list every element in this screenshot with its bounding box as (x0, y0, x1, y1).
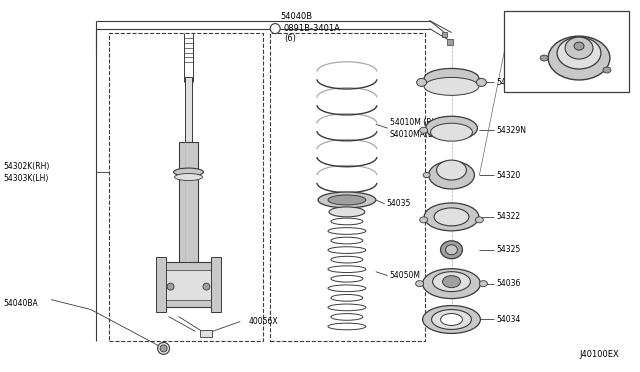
Ellipse shape (173, 168, 204, 176)
Ellipse shape (565, 37, 593, 59)
Ellipse shape (175, 174, 202, 180)
Text: *VQ35IE: *VQ35IE (508, 19, 540, 28)
Ellipse shape (476, 78, 486, 86)
Text: 0891B-3401A: 0891B-3401A (283, 24, 340, 33)
Ellipse shape (328, 323, 366, 330)
Text: 54322: 54322 (497, 212, 520, 221)
Text: 54040B: 54040B (280, 12, 312, 21)
Bar (442, 32, 447, 36)
Text: 54325: 54325 (497, 245, 520, 254)
Bar (184, 77, 193, 172)
Text: N: N (273, 26, 277, 31)
Text: 54329N: 54329N (497, 126, 526, 135)
Ellipse shape (574, 42, 584, 50)
Ellipse shape (331, 237, 363, 244)
Ellipse shape (328, 195, 366, 205)
Ellipse shape (476, 217, 483, 223)
Text: VK45DE: VK45DE (508, 29, 539, 38)
Ellipse shape (423, 173, 430, 177)
Ellipse shape (160, 345, 167, 352)
Ellipse shape (440, 241, 463, 259)
Text: 40056X: 40056X (248, 317, 278, 326)
Text: 54035: 54035 (387, 199, 411, 208)
Ellipse shape (417, 78, 427, 86)
Text: S4010MA(LH): S4010MA(LH) (390, 130, 442, 139)
Bar (447, 39, 452, 45)
Ellipse shape (420, 127, 428, 133)
Ellipse shape (424, 77, 479, 95)
Ellipse shape (331, 275, 363, 282)
Ellipse shape (548, 36, 610, 80)
Text: 54348: 54348 (497, 78, 520, 87)
Ellipse shape (479, 280, 488, 286)
Ellipse shape (328, 228, 366, 234)
Text: 54303K(LH): 54303K(LH) (3, 173, 49, 183)
Ellipse shape (431, 123, 472, 141)
Text: 54034: 54034 (497, 315, 521, 324)
Ellipse shape (328, 247, 366, 253)
Ellipse shape (429, 161, 474, 189)
Ellipse shape (415, 280, 424, 286)
Text: J40100EX: J40100EX (579, 350, 619, 359)
Ellipse shape (424, 68, 479, 89)
Ellipse shape (331, 256, 363, 263)
Ellipse shape (157, 342, 170, 355)
Text: 54050M: 54050M (390, 271, 420, 280)
Ellipse shape (433, 272, 470, 292)
Ellipse shape (331, 295, 363, 301)
Circle shape (270, 23, 280, 33)
Ellipse shape (603, 67, 611, 73)
Ellipse shape (329, 207, 365, 217)
Ellipse shape (440, 314, 463, 326)
Ellipse shape (331, 218, 363, 225)
Ellipse shape (436, 160, 467, 180)
Ellipse shape (426, 116, 477, 140)
Ellipse shape (557, 37, 601, 69)
Ellipse shape (422, 269, 481, 299)
Ellipse shape (445, 245, 458, 255)
Bar (200, 330, 212, 337)
Ellipse shape (318, 192, 376, 208)
Text: 54320: 54320 (497, 170, 520, 180)
Bar (164, 262, 213, 307)
Ellipse shape (431, 310, 472, 330)
Bar (504, 11, 629, 92)
Bar (164, 270, 213, 299)
Ellipse shape (540, 55, 548, 61)
Bar (179, 142, 198, 272)
Ellipse shape (424, 203, 479, 231)
Text: 54010M (RH): 54010M (RH) (390, 118, 440, 127)
Ellipse shape (442, 276, 460, 288)
Bar (109, 33, 263, 341)
Ellipse shape (422, 305, 481, 333)
Ellipse shape (328, 304, 366, 311)
Text: 54040BA: 54040BA (3, 299, 38, 308)
Text: 54302K(RH): 54302K(RH) (3, 161, 49, 171)
Bar (211, 257, 221, 311)
Ellipse shape (167, 283, 174, 290)
Text: (6): (6) (284, 34, 296, 43)
Text: 54320: 54320 (567, 77, 591, 86)
Ellipse shape (203, 283, 210, 290)
Ellipse shape (420, 217, 428, 223)
Ellipse shape (434, 208, 469, 226)
Text: 54036: 54036 (497, 279, 521, 288)
Bar (270, 33, 424, 341)
Ellipse shape (328, 266, 366, 273)
Ellipse shape (328, 285, 366, 292)
Bar (156, 257, 166, 311)
Ellipse shape (331, 314, 363, 320)
